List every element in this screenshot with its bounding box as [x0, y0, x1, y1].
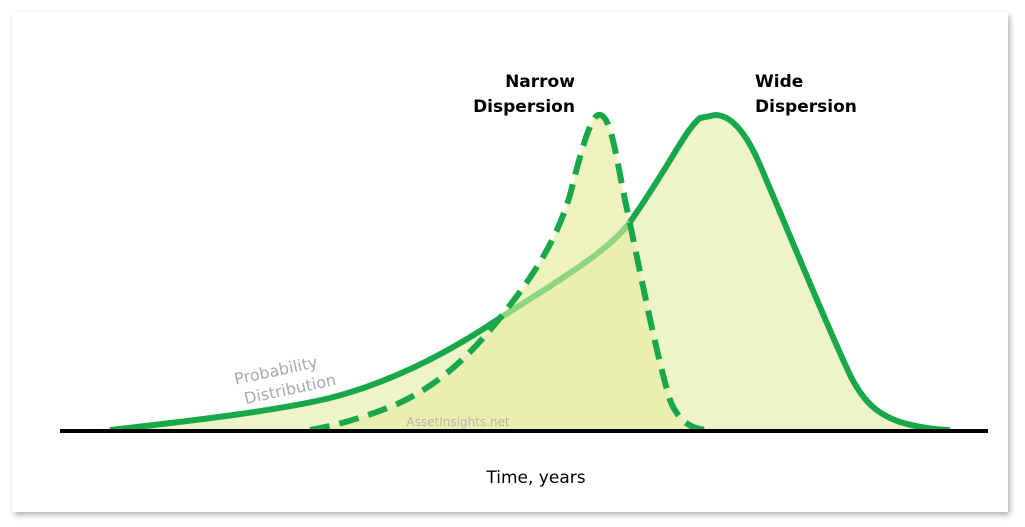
wide-label: Dispersion — [755, 97, 857, 117]
narrow-curve — [309, 111, 711, 433]
watermark: AssetInsights.net — [406, 415, 510, 429]
wide-curve — [627, 111, 951, 433]
wide-curve — [109, 315, 502, 433]
narrow-label: Dispersion — [473, 97, 575, 117]
wide-area — [110, 115, 950, 430]
narrow-label: Narrow — [505, 72, 575, 92]
wide-curve-faint — [498, 220, 633, 321]
narrow-area — [310, 114, 710, 430]
wide-label: Wide — [755, 72, 803, 92]
x-axis-label: Time, years — [485, 468, 585, 488]
